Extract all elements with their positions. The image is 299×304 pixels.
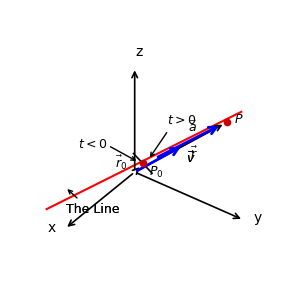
Text: $P_0$: $P_0$	[149, 165, 163, 180]
Text: $t>0$: $t>0$	[167, 114, 196, 127]
Text: $\vec{r}_0$: $\vec{r}_0$	[115, 154, 127, 172]
Text: $\vec{v}$: $\vec{v}$	[186, 151, 195, 167]
Text: $P$: $P$	[234, 113, 244, 126]
Text: The Line: The Line	[66, 203, 120, 216]
Text: y: y	[253, 211, 262, 225]
Text: $t<0$: $t<0$	[77, 138, 107, 151]
Text: $\vec{r}$: $\vec{r}$	[190, 145, 198, 162]
Text: The Line: The Line	[66, 203, 120, 216]
Text: $\vec{a}$: $\vec{a}$	[188, 120, 197, 135]
Text: x: x	[47, 221, 55, 235]
Text: $\vec{v}$: $\vec{v}$	[186, 151, 195, 167]
Text: z: z	[136, 44, 143, 58]
